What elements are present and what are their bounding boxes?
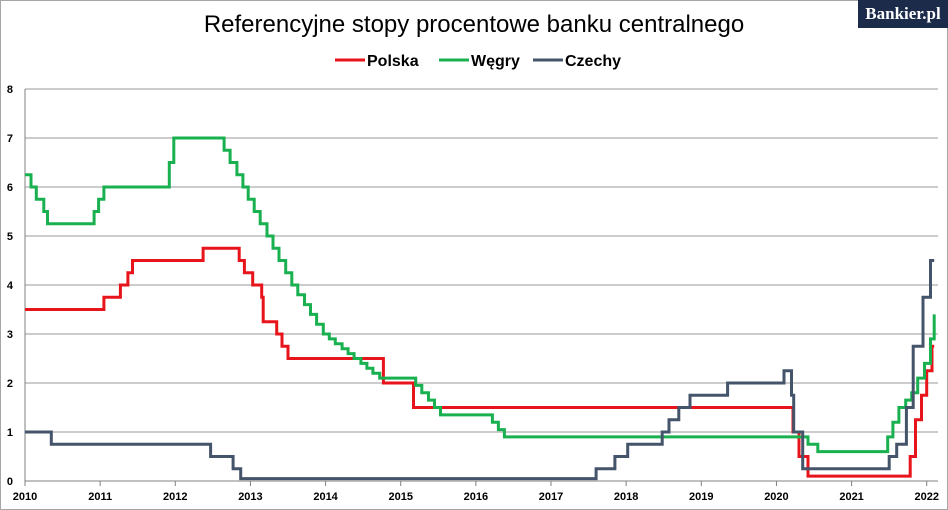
legend: Polska Węgry Czechy [335,53,621,70]
legend-label: Polska [367,53,419,70]
y-tick-label: 3 [7,329,13,341]
x-tick-label: 2018 [614,491,638,503]
y-tick-label: 0 [7,476,13,488]
gridlines [25,88,938,433]
x-tick-label: 2012 [163,491,187,503]
x-tick-label: 2022 [914,491,938,503]
x-tick-label: 2010 [13,491,37,503]
series-lines [25,136,936,481]
y-tick-label: 1 [7,427,13,439]
series-line-węgry [25,136,936,454]
x-tick-label: 2021 [839,491,863,503]
y-tick-label: 5 [7,231,13,243]
series-line-czechy [25,259,935,481]
chart-title: Referencyjne stopy procentowe banku cent… [204,11,744,38]
y-tick-label: 2 [7,378,13,390]
legend-label: Czechy [565,53,621,70]
bankier-logo: Bankier.pl [858,0,948,28]
x-tick-label: 2019 [689,491,713,503]
y-tick-label: 6 [7,182,13,194]
x-tick-label: 2011 [88,491,112,503]
y-tick-label: 7 [7,133,13,145]
axes: 0 1 2 3 4 5 6 7 8 2010 2011 2012 2013 2014 2015 2016 201… [7,84,939,503]
y-tick-label: 4 [7,280,14,292]
y-tick-label: 8 [7,84,13,96]
x-tick-label: 2020 [764,491,788,503]
x-tick-label: 2016 [464,491,488,503]
x-tick-label: 2014 [313,491,338,503]
series-line-polska [25,246,935,478]
x-tick-label: 2015 [388,491,412,503]
x-tick-label: 2013 [238,491,262,503]
legend-label: Węgry [471,53,520,70]
x-tick-label: 2017 [539,491,563,503]
